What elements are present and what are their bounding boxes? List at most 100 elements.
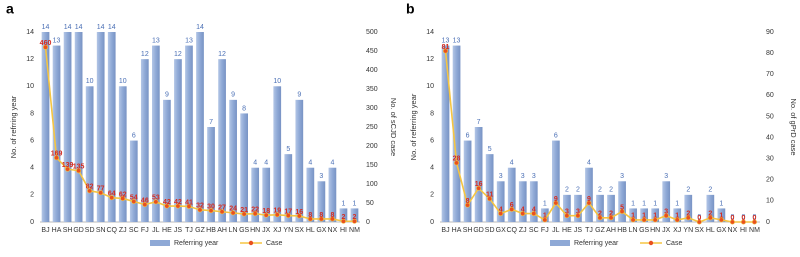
- x-tick-label: HL: [306, 227, 315, 234]
- y2-tick-label: 400: [366, 67, 378, 74]
- bar: [585, 167, 593, 222]
- y2-tick-label: 10: [766, 198, 774, 205]
- y2-tick-label: 40: [766, 134, 774, 141]
- x-tick-label: HE: [162, 227, 172, 234]
- bar: [174, 59, 182, 223]
- x-tick-label: TJ: [585, 227, 593, 234]
- case-label: 41: [185, 199, 193, 206]
- case-label: 28: [453, 156, 461, 163]
- y2-tick-label: 200: [366, 143, 378, 150]
- bar-label: 4: [510, 160, 514, 167]
- x-tick-label: JX: [662, 227, 671, 234]
- bar: [618, 181, 626, 222]
- bar: [218, 59, 226, 223]
- bar: [441, 45, 450, 223]
- case-label: 8: [466, 198, 470, 205]
- case-label: 6: [510, 202, 514, 209]
- case-marker: [619, 208, 625, 214]
- case-label: 24: [229, 206, 237, 213]
- bar-label: 14: [75, 24, 83, 31]
- bar-label: 13: [442, 37, 450, 44]
- case-label: 18: [262, 208, 270, 215]
- bar: [529, 181, 538, 222]
- x-tick-label: CQ: [506, 227, 517, 234]
- x-tick-label: SX: [295, 227, 305, 234]
- bar-label: 1: [642, 200, 646, 207]
- bar: [607, 194, 615, 222]
- bar: [85, 86, 94, 223]
- bar-label: 9: [297, 92, 301, 99]
- bar-label: 2: [686, 187, 690, 194]
- x-tick-label: XJ: [273, 227, 281, 234]
- case-marker: [553, 200, 559, 206]
- case-marker: [241, 211, 247, 217]
- case-label: 17: [284, 208, 292, 215]
- case-marker: [751, 219, 757, 225]
- x-tick-label: FJ: [141, 227, 149, 234]
- case-marker: [586, 200, 592, 206]
- bar: [507, 167, 516, 222]
- bar: [452, 45, 461, 223]
- bar-label: 13: [185, 37, 193, 44]
- y2-tick-label: 50: [366, 200, 374, 207]
- x-tick-label: AH: [606, 227, 616, 234]
- x-tick-label: JS: [174, 227, 183, 234]
- bar-label: 4: [308, 160, 312, 167]
- y2-tick-label: 0: [366, 219, 370, 226]
- bar: [41, 32, 50, 222]
- bar: [262, 167, 271, 222]
- bar-label: 6: [554, 132, 558, 139]
- x-tick-label: LN: [629, 227, 638, 234]
- case-label: 2: [708, 211, 712, 218]
- case-marker: [296, 213, 302, 219]
- bar: [273, 86, 282, 223]
- case-marker: [76, 168, 82, 174]
- bar: [496, 181, 505, 222]
- case-marker: [718, 217, 724, 223]
- x-tick-label: GS: [239, 227, 249, 234]
- bar: [563, 194, 571, 222]
- x-tick-label: ZJ: [119, 227, 127, 234]
- case-marker: [197, 207, 203, 213]
- y-tick-label: 2: [30, 192, 34, 199]
- case-label: 32: [196, 203, 204, 210]
- case-marker: [597, 215, 603, 221]
- bar: [717, 208, 726, 222]
- bar: [474, 127, 483, 222]
- legend-label: Referring year: [174, 240, 219, 247]
- case-label: 4: [499, 206, 503, 213]
- bar: [306, 167, 315, 222]
- bar-label: 2: [565, 187, 569, 194]
- x-tick-label: HN: [650, 227, 660, 234]
- bar-label: 0: [741, 214, 745, 221]
- case-label: 8: [308, 212, 312, 219]
- case-label: 27: [218, 205, 226, 212]
- bar-label: 6: [132, 132, 136, 139]
- y-tick-label: 14: [426, 29, 434, 36]
- bar-label: 13: [53, 37, 61, 44]
- x-tick-label: HB: [617, 227, 627, 234]
- case-marker: [285, 213, 291, 219]
- x-tick-label: NM: [749, 227, 760, 234]
- case-marker: [263, 212, 269, 218]
- case-marker: [498, 211, 504, 217]
- bar: [651, 208, 660, 222]
- bar: [96, 32, 105, 222]
- case-marker: [465, 202, 471, 208]
- bar-label: 2: [708, 187, 712, 194]
- x-tick-label: SH: [463, 227, 473, 234]
- bar: [129, 140, 138, 222]
- case-marker: [318, 216, 324, 222]
- bar: [295, 99, 304, 222]
- case-label: 0: [741, 215, 745, 222]
- y2-tick-label: 20: [766, 177, 774, 184]
- case-label: 1: [642, 213, 646, 220]
- x-tick-label: SH: [63, 227, 73, 234]
- y2-tick-label: 0: [766, 219, 770, 226]
- y2-tick-label: 60: [766, 92, 774, 99]
- bar: [163, 99, 171, 222]
- y-tick-label: 8: [30, 110, 34, 117]
- y2-tick-label: 250: [366, 124, 378, 131]
- y-tick-label: 12: [426, 56, 434, 63]
- y-tick-label: 6: [430, 137, 434, 144]
